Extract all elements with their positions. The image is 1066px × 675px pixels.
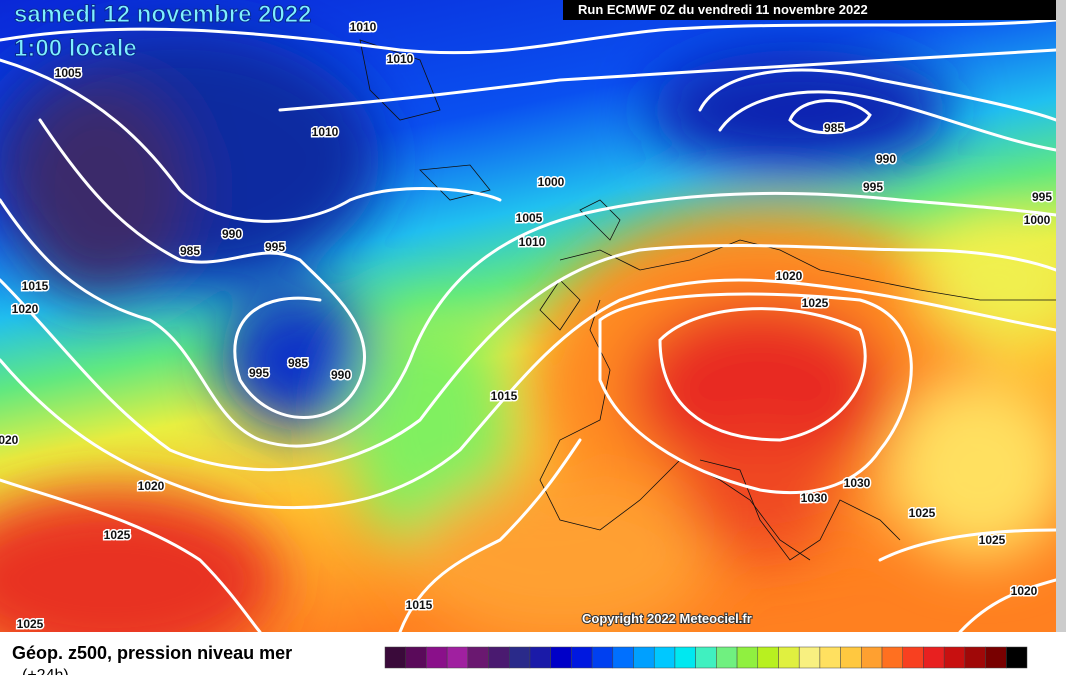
color-swatch xyxy=(653,646,676,669)
color-swatch xyxy=(840,646,862,669)
isobar-label: 1020 xyxy=(776,269,803,283)
coastlines xyxy=(359,39,1056,561)
color-scale xyxy=(384,646,1028,669)
isobar-label: 1025 xyxy=(802,296,829,310)
isobar-label: 985 xyxy=(288,356,308,370)
legend-lead: (+24h) xyxy=(22,667,69,675)
isobar-label: 1010 xyxy=(519,235,546,249)
color-swatch xyxy=(695,646,717,669)
isobar-label: 1000 xyxy=(1024,213,1051,227)
color-swatch xyxy=(1006,646,1028,669)
color-swatch xyxy=(550,646,572,669)
color-swatch xyxy=(446,646,469,669)
isobar-label: 1005 xyxy=(516,211,543,225)
isobar-label: 1020 xyxy=(138,479,165,493)
isobar-label: 1015 xyxy=(22,279,49,293)
isobar-label: 1025 xyxy=(17,617,44,631)
isobar-label: 1025 xyxy=(909,506,936,520)
isobar-label: 1030 xyxy=(801,491,828,505)
forecast-time: 1:00 locale xyxy=(14,35,137,62)
isobar-label: 1005 xyxy=(55,66,82,80)
color-swatch xyxy=(943,646,966,669)
color-swatch xyxy=(902,646,924,669)
isobar-label: 1000 xyxy=(538,175,565,189)
isobar-label: 995 xyxy=(265,240,285,254)
isobar-label: 995 xyxy=(863,180,883,194)
color-swatch xyxy=(736,646,759,669)
forecast-date: samedi 12 novembre 2022 xyxy=(14,1,312,28)
scroll-edge xyxy=(1056,0,1066,632)
color-swatch xyxy=(757,646,779,669)
color-swatch xyxy=(964,646,986,669)
color-swatch xyxy=(778,646,800,669)
isobar-label: 1015 xyxy=(491,389,518,403)
isobar-label: 1010 xyxy=(387,52,414,66)
isobar-label: 1010 xyxy=(312,125,339,139)
isobar-label: 990 xyxy=(222,227,242,241)
isobar-label: 1020 xyxy=(0,433,19,447)
color-swatch xyxy=(488,646,510,669)
color-swatch xyxy=(426,646,448,669)
color-swatch xyxy=(509,646,531,669)
isobar-label: 1010 xyxy=(350,20,377,34)
isobar-label: 985 xyxy=(824,121,844,135)
isobar-label: 990 xyxy=(876,152,896,166)
color-swatch xyxy=(923,646,945,669)
legend-title: Géop. z500, pression niveau mer xyxy=(12,643,292,663)
color-swatch xyxy=(405,646,427,669)
run-box xyxy=(563,0,1056,20)
isobar-label: 1030 xyxy=(844,476,871,490)
color-swatch xyxy=(529,646,551,669)
color-swatch xyxy=(633,646,655,669)
isobars xyxy=(0,18,1056,632)
color-swatch xyxy=(674,646,696,669)
color-swatch xyxy=(819,646,841,669)
isobar-label: 1015 xyxy=(406,598,433,612)
isobar-label: 990 xyxy=(331,368,351,382)
color-swatch xyxy=(612,646,634,669)
run-info: Run ECMWF 0Z du vendredi 11 novembre 202… xyxy=(578,2,868,17)
copyright: Copyright 2022 Meteociel.fr xyxy=(582,611,752,626)
color-swatch xyxy=(384,646,406,669)
color-swatch xyxy=(591,646,614,669)
color-swatch xyxy=(985,646,1007,669)
isobar-labels: 1010 1010 1005 1010 985 990 995 1000 995 1000 1005… xyxy=(0,19,1054,632)
isobar-label: 1020 xyxy=(12,302,39,316)
isobar-label: 985 xyxy=(180,244,200,258)
isobar-label: 1025 xyxy=(979,533,1006,547)
color-swatch xyxy=(798,646,821,669)
color-swatch xyxy=(571,646,593,669)
color-swatch xyxy=(861,646,883,669)
isobar-label: 1020 xyxy=(1011,584,1038,598)
isobar-label: 1025 xyxy=(104,528,131,542)
color-swatch xyxy=(467,646,489,669)
color-swatch xyxy=(716,646,738,669)
isobar-label: 995 xyxy=(1032,190,1052,204)
isobar-label: 995 xyxy=(249,366,269,380)
color-swatch xyxy=(881,646,903,669)
